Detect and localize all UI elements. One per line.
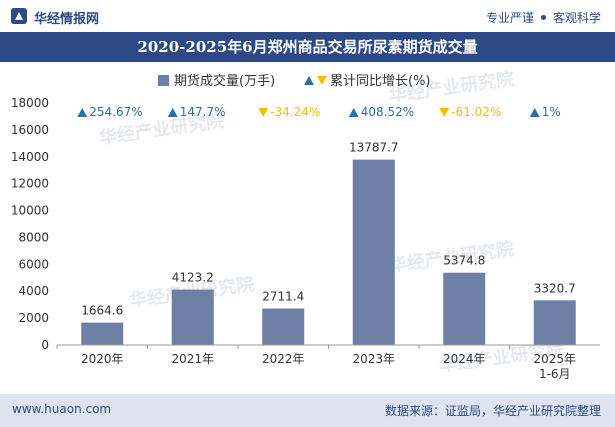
y-tick-label: 2000 — [18, 311, 49, 325]
header-tags: 专业严谨 客观科学 — [486, 9, 601, 26]
y-tick-label: 14000 — [11, 150, 49, 164]
x-category-label: 2021年 — [171, 352, 214, 366]
x-category-label: 2022年 — [262, 352, 305, 366]
value-label: 1664.6 — [81, 304, 123, 318]
legend-swatch-volume — [158, 75, 169, 86]
value-label: 13787.7 — [349, 141, 399, 155]
value-label: 3320.7 — [534, 281, 576, 295]
bar — [171, 289, 214, 345]
bar — [443, 272, 486, 345]
growth-label: 1% — [542, 105, 561, 119]
growth-label: 147.7% — [180, 105, 226, 119]
y-tick-label: 12000 — [11, 177, 49, 191]
y-tick-label: 18000 — [11, 96, 49, 110]
y-tick-label: 8000 — [18, 230, 49, 244]
x-category-label: 2023年 — [352, 352, 395, 366]
growth-label: 408.52% — [361, 105, 414, 119]
bar — [81, 322, 124, 345]
y-tick-label: 16000 — [11, 123, 49, 137]
bar — [262, 308, 305, 345]
x-category-label: 2020年 — [81, 352, 124, 366]
growth-label: -61.02% — [451, 105, 501, 119]
title-bar — [0, 32, 615, 62]
huajing-logo-icon — [11, 8, 27, 24]
legend-up-arrow-icon — [304, 76, 314, 85]
x-category-label: 2024年 — [443, 352, 486, 366]
growth-up-arrow-icon — [529, 108, 540, 117]
growth-up-arrow-icon — [348, 108, 359, 117]
legend: 期货成交量(万手) 累计同比增长(%) — [158, 73, 431, 89]
value-label: 2711.4 — [262, 290, 304, 304]
tag-objective: 客观科学 — [552, 11, 601, 25]
x-category-label: 1-6月 — [539, 367, 571, 381]
legend-label-growth: 累计同比增长(%) — [330, 74, 431, 89]
data-source: 数据来源：证监局，华经产业研究院整理 — [384, 404, 601, 418]
footer: www.huaon.com 数据来源：证监局，华经产业研究院整理 — [0, 394, 615, 427]
growth-down-arrow-icon — [439, 108, 450, 117]
y-tick-label: 6000 — [18, 257, 49, 271]
x-category-label: 2025年 — [533, 352, 576, 366]
chart-title: 2020-2025年6月郑州商品交易所尿素期货成交量 — [137, 38, 478, 56]
legend-label-volume: 期货成交量(万手) — [174, 73, 275, 89]
top-bar: 华经情报网 专业严谨 客观科学 — [0, 0, 615, 32]
growth-labels: 254.67% 147.7% -34.24% 408.52% -61.02% 1% — [77, 105, 561, 119]
value-label: 5374.8 — [443, 254, 485, 268]
brand-name: 华经情报网 — [34, 12, 100, 27]
bar — [533, 300, 576, 345]
y-axis: 0 2000 4000 6000 8000 10000 12000 14000 16000 180… — [11, 96, 49, 352]
growth-up-arrow-icon — [167, 108, 178, 117]
bar-chart: 华经产业研究院华经产业研究院华经产业研究院华经产业研究院华经产业研究院 期货成交… — [11, 68, 600, 381]
growth-up-arrow-icon — [77, 108, 88, 117]
bar — [352, 159, 395, 345]
separator-dot-icon — [540, 15, 546, 20]
y-tick-label: 4000 — [18, 284, 49, 298]
bars — [81, 159, 576, 345]
growth-down-arrow-icon — [258, 108, 269, 117]
y-tick-label: 10000 — [11, 204, 49, 218]
tag-professional: 专业严谨 — [485, 11, 534, 25]
value-label: 4123.2 — [172, 271, 214, 285]
legend-down-arrow-icon — [317, 76, 327, 85]
growth-label: 254.67% — [89, 105, 142, 119]
value-labels: 1664.6 4123.2 2711.4 13787.7 5374.8 3320.7 — [81, 141, 576, 318]
footer-url: www.huaon.com — [12, 402, 112, 416]
y-tick-label: 0 — [41, 338, 49, 352]
growth-label: -34.24% — [270, 105, 320, 119]
